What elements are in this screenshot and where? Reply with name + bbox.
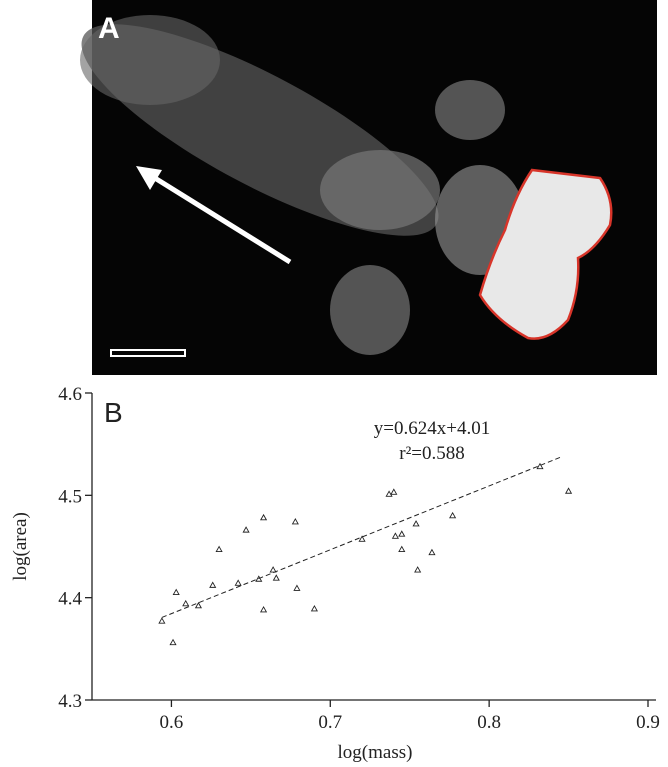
point <box>234 579 242 586</box>
point <box>215 545 223 553</box>
point <box>310 605 318 612</box>
point <box>194 601 203 609</box>
x-tick-label: 0.9 <box>636 712 660 733</box>
point <box>449 511 457 519</box>
x-axis-label: log(mass) <box>338 742 413 763</box>
fit-equation: y=0.624x+4.01 <box>374 418 490 439</box>
y-tick-label: 4.3 <box>58 691 82 712</box>
panel-label: A <box>98 12 120 45</box>
x-tick-label: 0.8 <box>477 712 501 733</box>
point <box>242 526 250 533</box>
point <box>209 581 217 588</box>
point <box>172 588 180 595</box>
point <box>414 566 422 573</box>
point <box>259 513 268 521</box>
y-tick-label: 4.4 <box>58 589 82 610</box>
point <box>272 574 280 581</box>
point <box>428 548 436 556</box>
point <box>398 530 406 537</box>
x-tick-label: 0.7 <box>318 712 342 733</box>
point <box>398 545 406 553</box>
point <box>565 487 573 494</box>
point <box>385 490 393 497</box>
point <box>158 617 166 624</box>
x-tick-label: 0.6 <box>160 712 184 733</box>
y-axis-label: log(area) <box>10 512 31 581</box>
y-tick-label: 4.5 <box>58 486 82 507</box>
point <box>536 462 544 470</box>
point <box>182 599 190 607</box>
point <box>269 566 277 573</box>
point <box>391 532 399 539</box>
point <box>412 520 420 527</box>
point <box>255 575 263 582</box>
fit-r2: r²=0.588 <box>399 443 465 464</box>
point <box>390 488 398 495</box>
micrograph: A <box>80 0 657 375</box>
panel-label: B <box>104 397 123 428</box>
point <box>358 535 366 542</box>
point <box>259 606 268 613</box>
point <box>169 638 177 646</box>
point <box>293 584 301 591</box>
y-tick-label: 4.6 <box>58 384 82 405</box>
point <box>291 518 299 525</box>
